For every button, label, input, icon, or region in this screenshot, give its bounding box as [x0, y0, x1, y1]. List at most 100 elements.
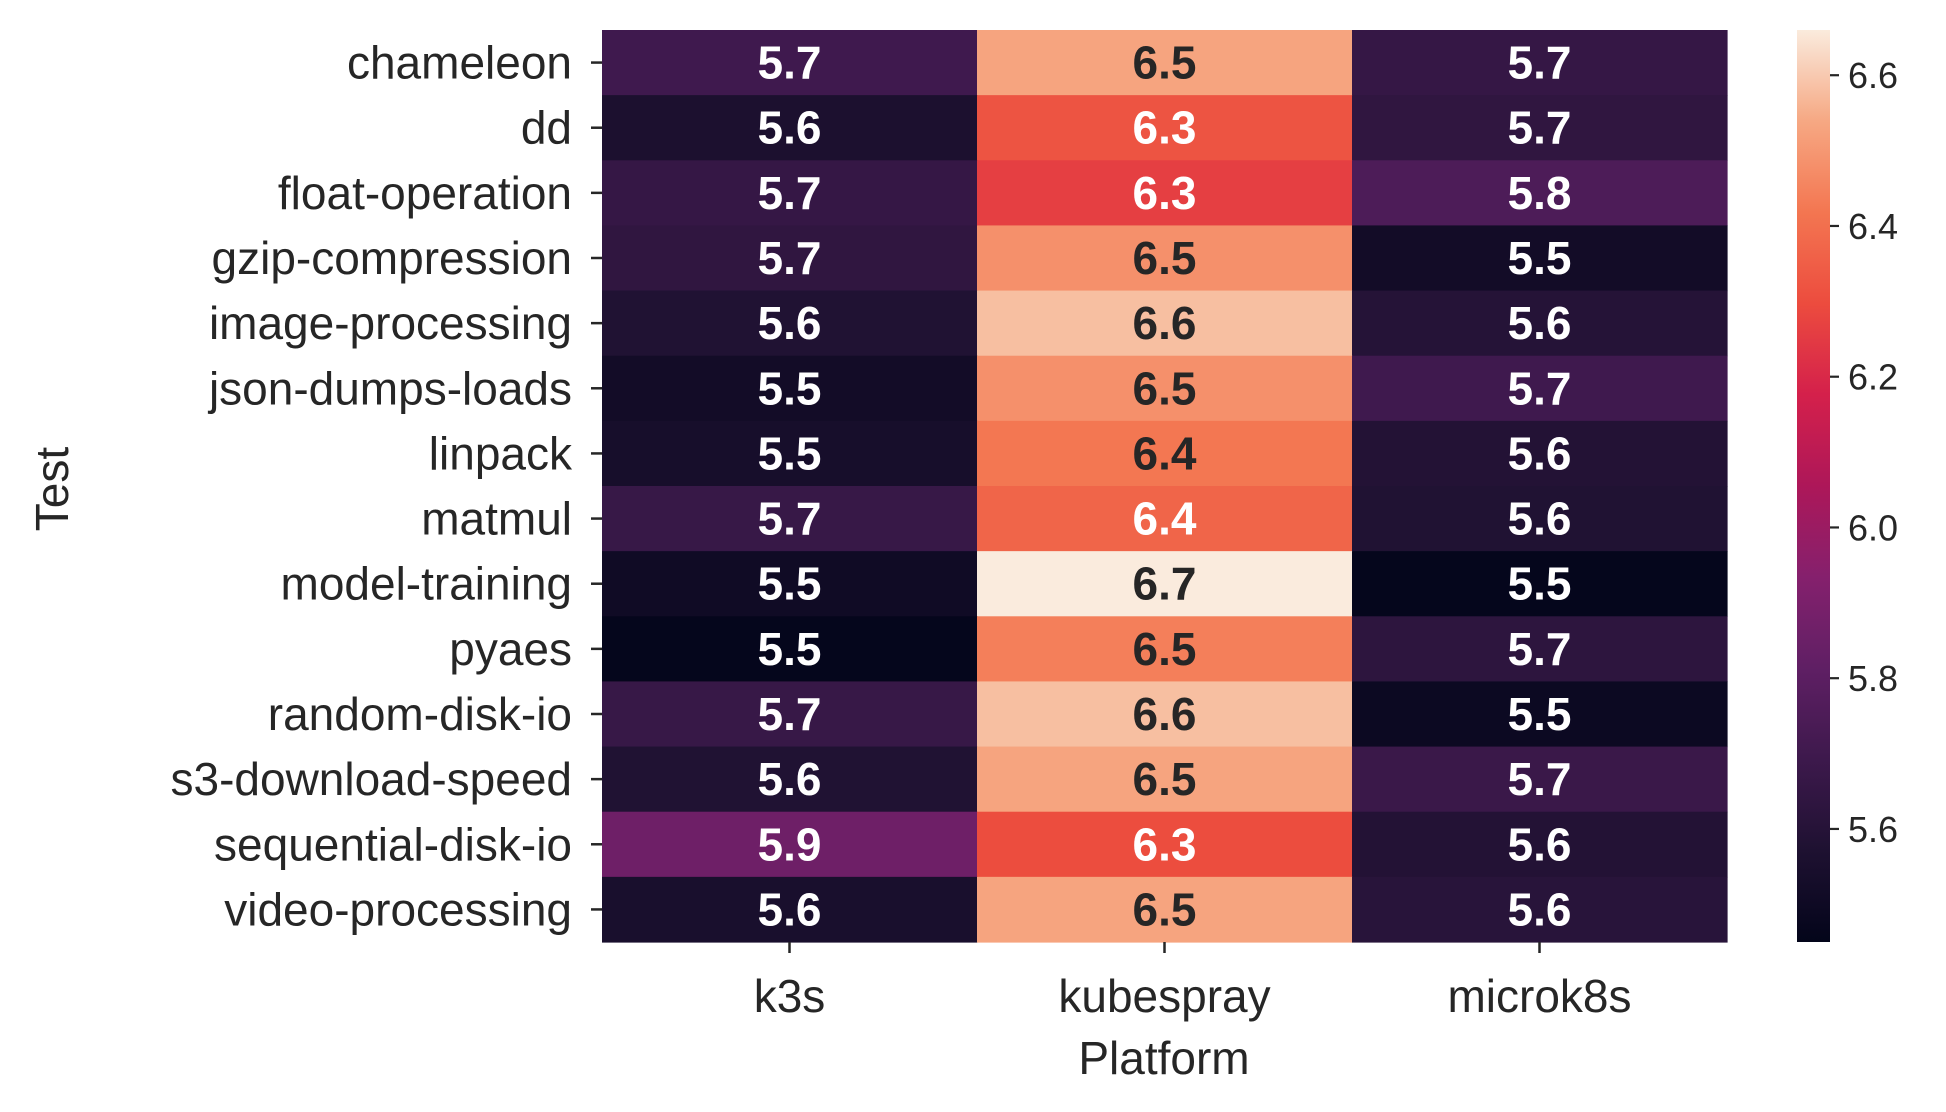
heatmap-cell	[602, 30, 978, 96]
cell-label: 6.7	[1133, 558, 1197, 610]
y-tick-label: gzip-compression	[212, 232, 572, 284]
colorbar-gradient	[1797, 30, 1830, 942]
heatmap-cell	[1352, 290, 1728, 357]
cell-label: 6.3	[1133, 102, 1197, 154]
colorbar: 5.6 5.8 6.0 6.2 6.4 6.6	[1797, 30, 1898, 942]
colorbar-tick-label: 5.8	[1848, 658, 1898, 699]
cell-label: 5.6	[758, 102, 822, 154]
colorbar-tick-label: 5.6	[1848, 809, 1898, 850]
heatmap-cell	[602, 551, 978, 617]
cell-label: 6.5	[1133, 753, 1197, 805]
colorbar-ticks: 5.6 5.8 6.0 6.2 6.4 6.6	[1830, 55, 1898, 850]
heatmap-cell	[602, 876, 978, 943]
x-axis-ticks: k3s kubespray microk8s	[754, 942, 1632, 1022]
cell-label: 6.6	[1133, 297, 1197, 349]
heatmap-cell	[602, 290, 978, 357]
heatmap-cell	[1352, 160, 1728, 227]
colorbar-tick-label: 6.6	[1848, 55, 1898, 96]
heatmap-cell	[977, 551, 1353, 617]
cell-label: 5.5	[1508, 232, 1572, 284]
heatmap-cell	[977, 811, 1353, 878]
y-tick-label: s3-download-speed	[171, 753, 573, 805]
cell-label: 6.5	[1133, 362, 1197, 414]
heatmap-cell	[977, 876, 1353, 943]
y-tick-label: random-disk-io	[268, 688, 572, 740]
heatmap-cell	[602, 616, 978, 683]
cell-label: 5.6	[758, 753, 822, 805]
y-tick-label: image-processing	[209, 297, 572, 349]
y-tick-label: float-operation	[278, 167, 572, 219]
cell-label: 5.7	[1508, 753, 1572, 805]
heatmap-cell	[1352, 811, 1728, 878]
heatmap-cell	[1352, 30, 1728, 96]
cell-label: 5.8	[1508, 167, 1572, 219]
cell-label: 5.6	[1508, 818, 1572, 870]
heatmap-cell	[1352, 616, 1728, 683]
heatmap-cell	[977, 225, 1353, 292]
cell-label: 5.5	[758, 362, 822, 414]
heatmap-cell	[602, 95, 978, 161]
heatmap-cell	[1352, 355, 1728, 422]
cell-label: 5.6	[758, 297, 822, 349]
heatmap-cells	[602, 30, 1728, 943]
heatmap-cell	[1352, 225, 1728, 292]
heatmap-cell	[602, 746, 978, 813]
y-tick-label: json-dumps-loads	[207, 362, 572, 414]
cell-label: 5.7	[1508, 102, 1572, 154]
y-tick-label: pyaes	[449, 623, 572, 675]
cell-label: 5.7	[758, 232, 822, 284]
y-axis-title: Test	[26, 447, 78, 532]
cell-label: 6.5	[1133, 232, 1197, 284]
x-tick-label: k3s	[754, 970, 826, 1022]
heatmap-cell	[977, 160, 1353, 227]
heatmap-cell	[602, 681, 978, 748]
heatmap-cell	[1352, 681, 1728, 748]
heatmap-cell	[1352, 95, 1728, 161]
heatmap-cell	[977, 95, 1353, 161]
cell-annotations: 5.7 6.5 5.7 5.6 6.3 5.7 5.7 6.3 5.8 5.7 6.5 5.5 5.6 6…	[758, 37, 1572, 936]
heatmap-cell	[1352, 486, 1728, 552]
cell-label: 6.6	[1133, 688, 1197, 740]
heatmap-cell	[1352, 551, 1728, 617]
cell-label: 6.3	[1133, 818, 1197, 870]
heatmap-cell	[1352, 420, 1728, 487]
cell-label: 5.7	[758, 688, 822, 740]
heatmap-cell	[602, 160, 978, 227]
heatmap-cell	[602, 225, 978, 292]
cell-label: 5.5	[1508, 558, 1572, 610]
y-tick-label: matmul	[421, 493, 572, 545]
y-tick-label: sequential-disk-io	[214, 818, 572, 870]
cell-label: 5.5	[1508, 688, 1572, 740]
heatmap-cell	[977, 681, 1353, 748]
y-tick-label: video-processing	[224, 883, 572, 935]
heatmap-cell	[1352, 746, 1728, 813]
x-axis-title: Platform	[1078, 1032, 1249, 1084]
cell-label: 6.4	[1133, 427, 1197, 479]
cell-label: 5.7	[758, 167, 822, 219]
cell-label: 5.7	[758, 37, 822, 89]
cell-label: 5.7	[1508, 37, 1572, 89]
cell-label: 6.3	[1133, 167, 1197, 219]
y-tick-label: linpack	[429, 427, 573, 479]
cell-label: 5.6	[1508, 427, 1572, 479]
colorbar-tick-label: 6.2	[1848, 357, 1898, 398]
heatmap-cell	[602, 486, 978, 552]
cell-label: 5.5	[758, 558, 822, 610]
cell-label: 5.6	[1508, 297, 1572, 349]
heatmap-cell	[602, 420, 978, 487]
heatmap-cell	[977, 420, 1353, 487]
cell-label: 6.5	[1133, 623, 1197, 675]
cell-label: 5.7	[1508, 623, 1572, 675]
colorbar-tick-label: 6.0	[1848, 507, 1898, 548]
cell-label: 5.6	[1508, 493, 1572, 545]
cell-label: 6.5	[1133, 37, 1197, 89]
heatmap-cell	[602, 355, 978, 422]
heatmap-cell	[977, 616, 1353, 683]
x-tick-label: kubespray	[1058, 970, 1270, 1022]
heatmap-cell	[977, 486, 1353, 552]
y-tick-label: dd	[521, 102, 572, 154]
cell-label: 5.5	[758, 623, 822, 675]
cell-label: 5.6	[758, 883, 822, 935]
y-tick-label: chameleon	[347, 37, 572, 89]
